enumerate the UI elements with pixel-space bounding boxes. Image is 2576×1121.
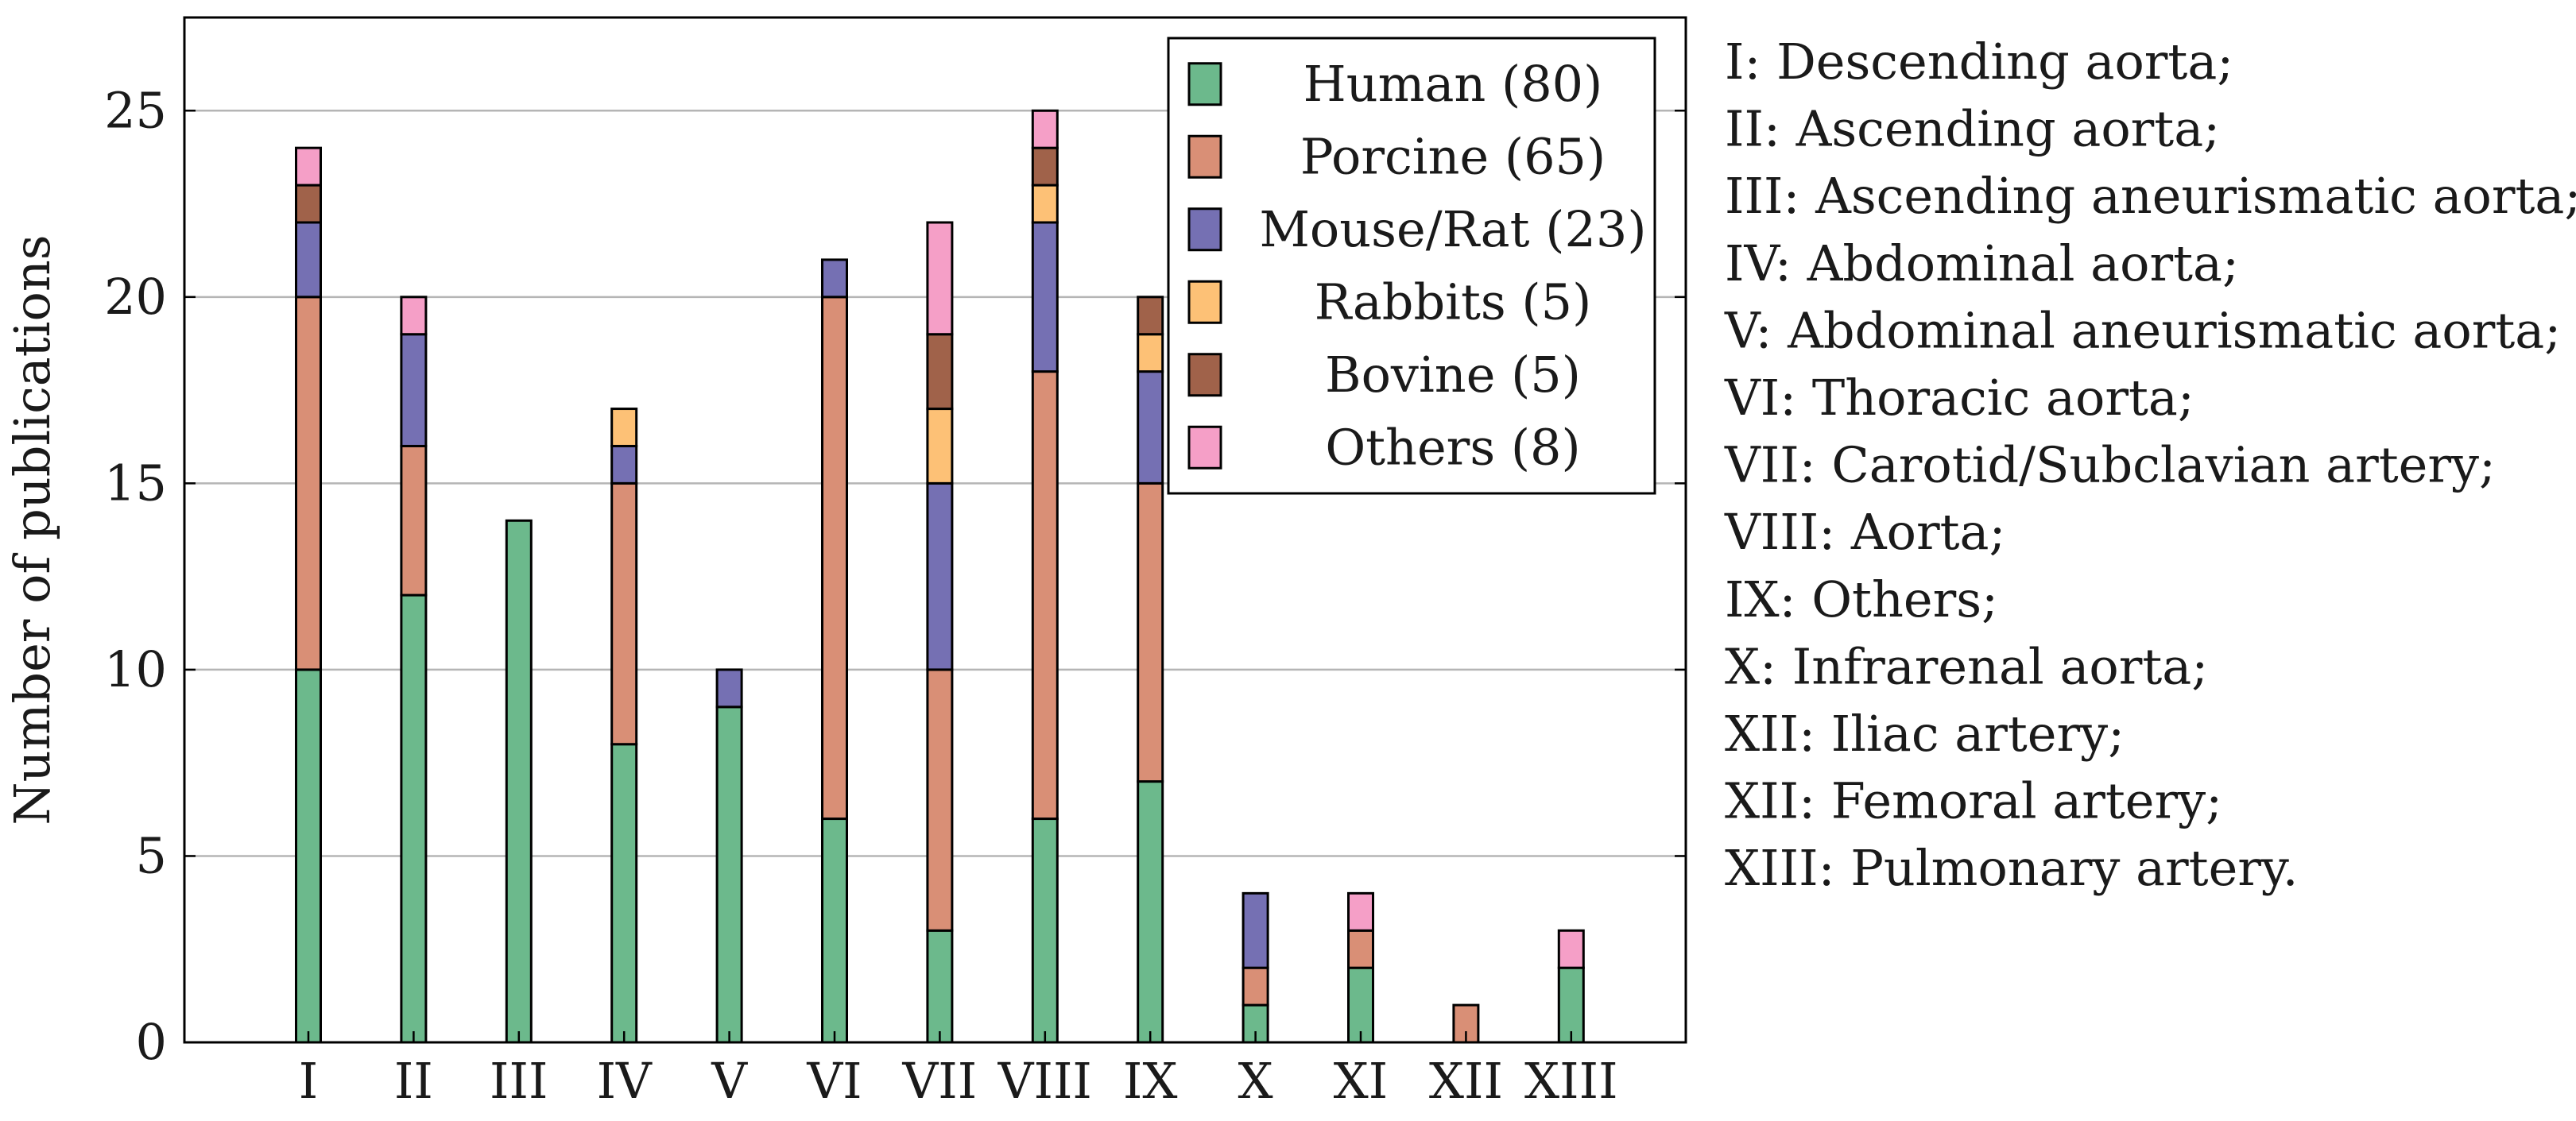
category-note-3: IV: Abdominal aorta; [1725,234,2239,292]
legend-swatch-2 [1187,207,1222,252]
x-tick-label-V: V [711,1052,748,1110]
y-tick-label-25: 25 [104,81,167,139]
legend-label-3: Rabbits (5) [1315,273,1592,331]
category-note-8: IX: Others; [1725,570,1998,628]
bar-XIII-series-0 [1557,966,1585,1044]
category-note-10: XII: Iliac artery; [1725,705,2125,763]
bar-VIII-series-5 [1031,109,1059,149]
category-note-12: XIII: Pulmonary artery. [1725,839,2298,897]
x-tick-label-VII: VII [902,1052,978,1110]
category-note-1: II: Ascending aorta; [1725,100,2220,158]
bar-I-series-5 [295,146,322,187]
x-tick-label-VIII: VIII [997,1052,1092,1110]
legend: Human (80) Porcine (65) Mouse/Rat (23) Rabb… [1167,37,1656,495]
bar-II-series-0 [400,593,428,1044]
x-tick-label-II: II [394,1052,433,1110]
x-tick-label-VI: VI [806,1052,862,1110]
legend-label-4: Bovine (5) [1325,346,1581,404]
legend-label-2: Mouse/Rat (23) [1259,200,1646,258]
bar-VI-series-1 [821,296,848,821]
category-note-2: III: Ascending aneurismatic aorta; [1725,167,2576,225]
bar-V-series-2 [715,668,743,709]
category-note-5: VI: Thoracic aorta; [1724,369,2194,427]
x-tick-label-XII: XII [1429,1052,1503,1110]
x-tick-label-I: I [299,1052,319,1110]
plot-frame [183,16,1687,1044]
y-tick-label-0: 0 [136,1013,167,1071]
x-tick-label-X: X [1238,1052,1273,1110]
x-tick-label-XIII: XIII [1524,1052,1618,1110]
category-note-6: VII: Carotid/Subclavian artery; [1724,436,2496,494]
bar-VII-series-5 [926,221,954,336]
bars [295,109,1585,1044]
bar-IV-series-3 [610,408,638,447]
bar-I-series-2 [295,221,322,299]
bar-VIII-series-2 [1031,221,1059,373]
legend-swatch-5 [1187,425,1222,470]
bar-IX-series-2 [1137,370,1164,485]
legend-swatch-4 [1187,353,1222,397]
bar-VII-series-3 [926,408,954,485]
bar-III-series-0 [505,519,533,1044]
bar-XI-series-1 [1347,929,1374,969]
y-axis-label: Number of publications [3,234,61,825]
legend-swatch-0 [1187,62,1222,106]
legend-box [1167,37,1656,495]
bar-I-series-1 [295,296,322,671]
legend-label-0: Human (80) [1303,55,1603,113]
bar-IV-series-0 [610,743,638,1044]
bar-II-series-5 [400,296,428,336]
bar-VI-series-0 [821,818,848,1044]
x-tick-label-III: III [490,1052,548,1110]
bar-VIII-series-0 [1031,818,1059,1044]
bar-XI-series-5 [1347,891,1374,932]
bar-VII-series-2 [926,481,954,671]
bar-IX-series-3 [1137,333,1164,373]
legend-label-5: Others (8) [1325,418,1580,476]
y-tick-label-20: 20 [104,268,167,326]
bar-VIII-series-3 [1031,184,1059,224]
bar-IX-series-0 [1137,780,1164,1044]
category-annotations: I: Descending aorta; II: Ascending aorta;… [1724,33,2576,897]
bar-XI-series-0 [1347,966,1374,1044]
y-tick-label-15: 15 [104,454,167,512]
x-tick-label-IV: IV [597,1052,653,1110]
bar-VI-series-2 [821,258,848,299]
legend-label-1: Porcine (65) [1300,127,1606,185]
bar-II-series-2 [400,333,428,447]
category-note-0: I: Descending aorta; [1725,33,2233,91]
bar-X-series-2 [1242,891,1269,969]
bar-VII-series-4 [926,333,954,411]
bar-V-series-0 [715,705,743,1044]
bar-XIII-series-5 [1557,929,1585,969]
category-note-9: X: Infrarenal aorta; [1725,637,2208,695]
legend-swatch-3 [1187,280,1222,324]
bar-I-series-4 [295,184,322,224]
category-note-7: VIII: Aorta; [1724,503,2005,561]
x-tick-label-XI: XI [1334,1052,1389,1110]
bar-IX-series-4 [1137,296,1164,336]
bar-VII-series-0 [926,929,954,1044]
bar-XII-series-1 [1452,1003,1480,1044]
category-note-11: XII: Femoral artery; [1725,772,2222,830]
x-tick-label-IX: IX [1123,1052,1178,1110]
y-tick-label-5: 5 [136,826,167,884]
bar-IV-series-2 [610,444,638,485]
bar-X-series-1 [1242,966,1269,1007]
bar-VIII-series-1 [1031,370,1059,821]
bar-IV-series-1 [610,481,638,746]
y-tick-label-10: 10 [104,640,167,698]
legend-swatch-1 [1187,134,1222,179]
category-note-4: V: Abdominal aneurismatic aorta; [1724,301,2561,359]
bar-VII-series-1 [926,668,954,932]
bar-II-series-1 [400,444,428,597]
bar-IX-series-1 [1137,481,1164,783]
bar-I-series-0 [295,668,322,1044]
bar-VIII-series-4 [1031,146,1059,187]
